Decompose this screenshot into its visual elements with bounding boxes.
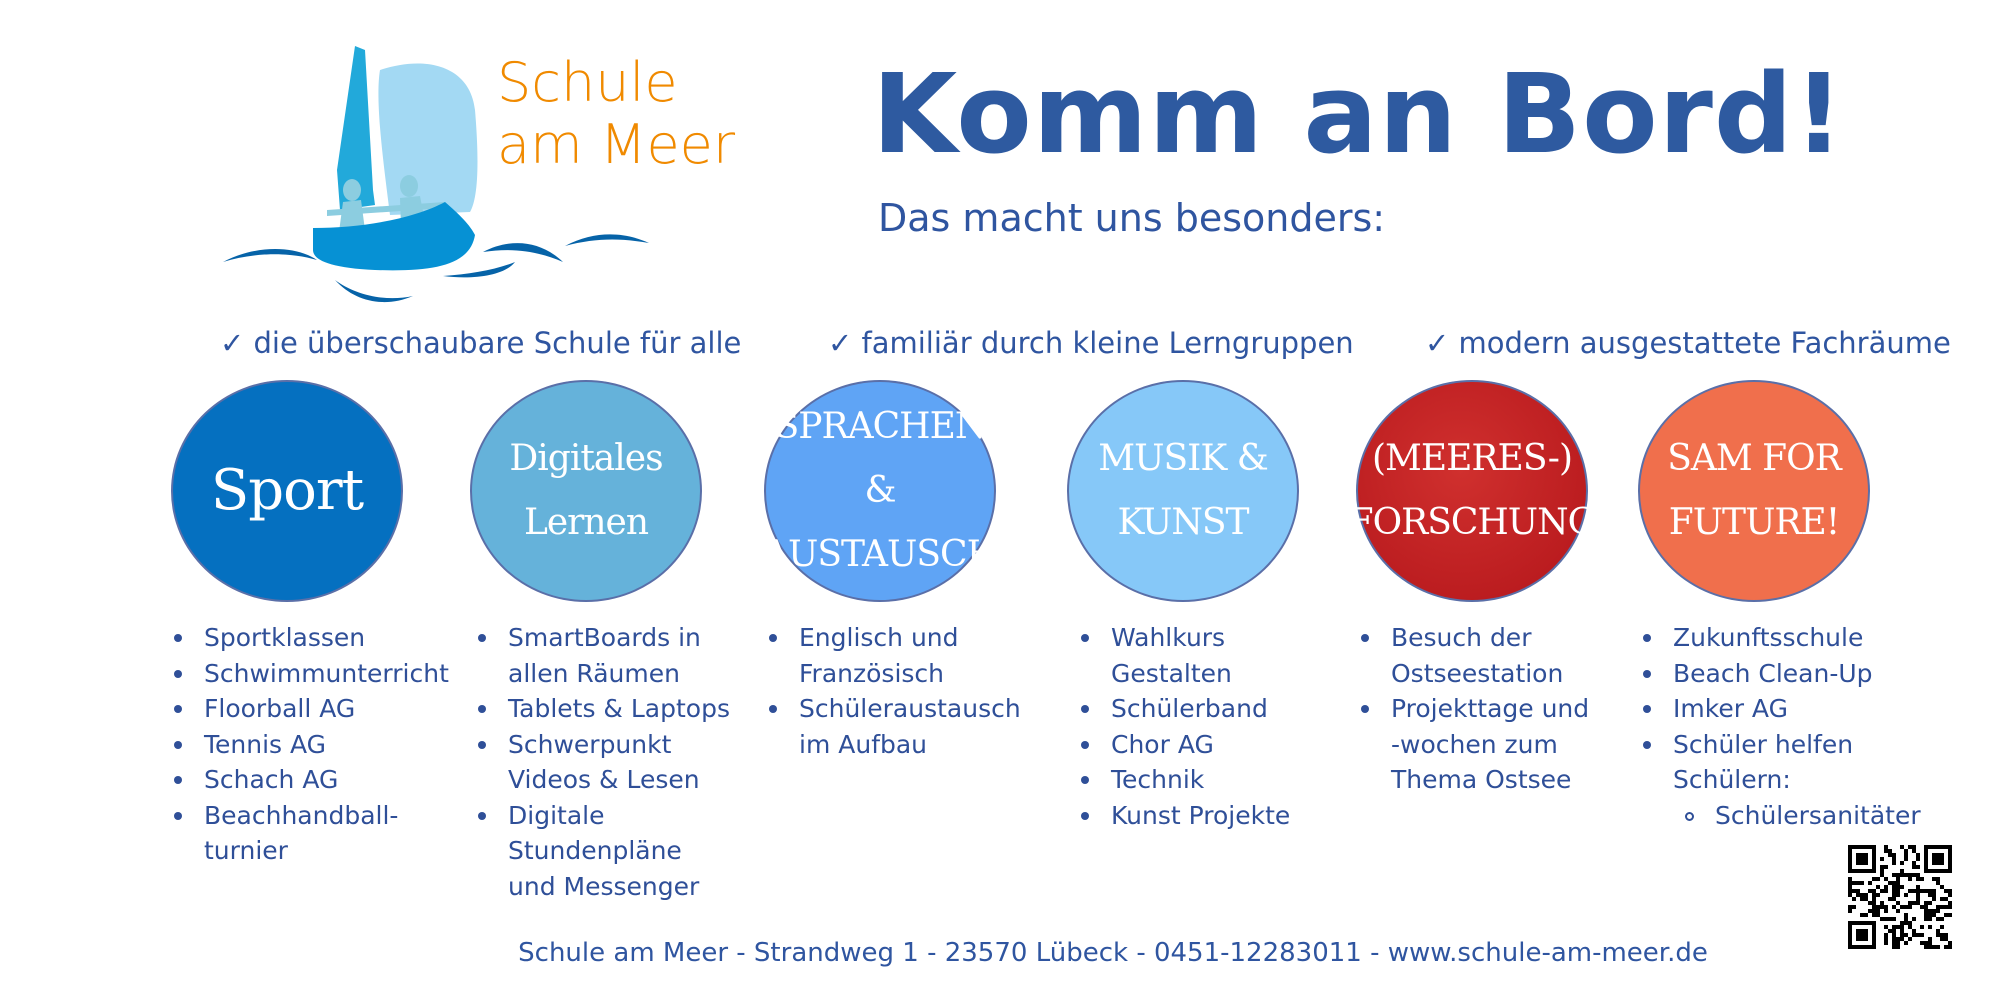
list-item: Schwimmunterricht	[174, 656, 449, 692]
qr-code-icon	[1848, 845, 1952, 949]
category-label: Sport	[210, 458, 364, 523]
list-item: Schach AG	[174, 762, 449, 798]
highlight-2: ✓ familiär durch kleine Lerngruppen	[828, 326, 1354, 360]
list-item: Sportklassen	[174, 620, 449, 656]
list-item: Schwerpunkt Videos & Lesen	[478, 727, 730, 798]
list-item: Tablets & Laptops	[478, 691, 730, 727]
logo-text: Schule am Meer	[497, 52, 735, 176]
list-item: Kunst Projekte	[1081, 798, 1290, 834]
footer-contact: Schule am Meer - Strandweg 1 - 23570 Lüb…	[518, 938, 1708, 968]
feature-list: Wahlkurs Gestalten Schülerband Chor AG Tech…	[1081, 620, 1290, 833]
category-circle: SPRACHEN & AUSTAUSCH	[763, 380, 998, 602]
highlight-3: ✓ modern ausgestattete Fachräume	[1425, 326, 1951, 360]
category-circle: SAM FOR FUTURE!	[1638, 380, 1870, 602]
list-item: Wahlkurs Gestalten	[1081, 620, 1290, 691]
page-subtitle: Das macht uns besonders:	[878, 196, 1386, 240]
feature-list: SmartBoards in allen Räumen Tablets & Lap…	[478, 620, 730, 904]
list-item: Schüler helfen Schülern:	[1643, 727, 1921, 798]
list-item: SmartBoards in allen Räumen	[478, 620, 730, 691]
list-item: Floorball AG	[174, 691, 449, 727]
list-item: Imker AG	[1643, 691, 1921, 727]
list-item: Tennis AG	[174, 727, 449, 763]
list-item: Projekttage und -wochen zum Thema Ostsee	[1361, 691, 1589, 798]
category-label: (MEERES-)	[1371, 438, 1573, 479]
category-label: AUSTAUSCH	[763, 534, 998, 575]
feature-list: Englisch und Französisch Schüleraustausch…	[769, 620, 1021, 762]
feature-list: Sportklassen Schwimmunterricht Floorball A…	[174, 620, 449, 869]
highlight-1: ✓ die überschaubare Schule für alle	[220, 326, 742, 360]
list-item: Schüleraustausch im Aufbau	[769, 691, 1021, 762]
category-circle: MUSIK & KUNST	[1067, 380, 1299, 602]
category-label: SPRACHEN &	[774, 406, 987, 511]
list-item: Schülerband	[1081, 691, 1290, 727]
category-circle: (MEERES-) FORSCHUNG	[1349, 380, 1596, 602]
category-label: Digitales	[509, 438, 663, 479]
list-item: Besuch der Ostseestation	[1361, 620, 1589, 691]
page-title: Komm an Bord!	[872, 50, 1845, 178]
feature-list: Zukunftsschule Beach Clean-Up Imker AG Schü…	[1643, 620, 1921, 833]
list-item: Beachhandball- turnier	[174, 798, 449, 869]
sailboat-logo-icon	[223, 46, 649, 303]
sub-list-item: Schülersanitäter	[1643, 798, 1921, 834]
list-item: Englisch und Französisch	[769, 620, 1021, 691]
category-circle: Digitales Lernen	[470, 380, 702, 602]
feature-list: Besuch der Ostseestation Projekttage und …	[1361, 620, 1589, 798]
category-label: MUSIK &	[1098, 438, 1268, 479]
list-item: Digitale Stundenpläne und Messenger	[478, 798, 730, 905]
list-item: Chor AG	[1081, 727, 1290, 763]
category-label: KUNST	[1117, 502, 1249, 543]
list-item: Beach Clean-Up	[1643, 656, 1921, 692]
category-label: SAM FOR	[1667, 438, 1842, 479]
category-label: FORSCHUNG	[1348, 502, 1597, 543]
category-circle: Sport	[171, 380, 403, 602]
list-item: Technik	[1081, 762, 1290, 798]
logo-line-1: Schule	[497, 51, 678, 114]
logo-line-2: am Meer	[497, 113, 736, 176]
category-label: Lernen	[523, 502, 649, 543]
list-item: Zukunftsschule	[1643, 620, 1921, 656]
category-label: FUTURE!	[1668, 502, 1841, 543]
